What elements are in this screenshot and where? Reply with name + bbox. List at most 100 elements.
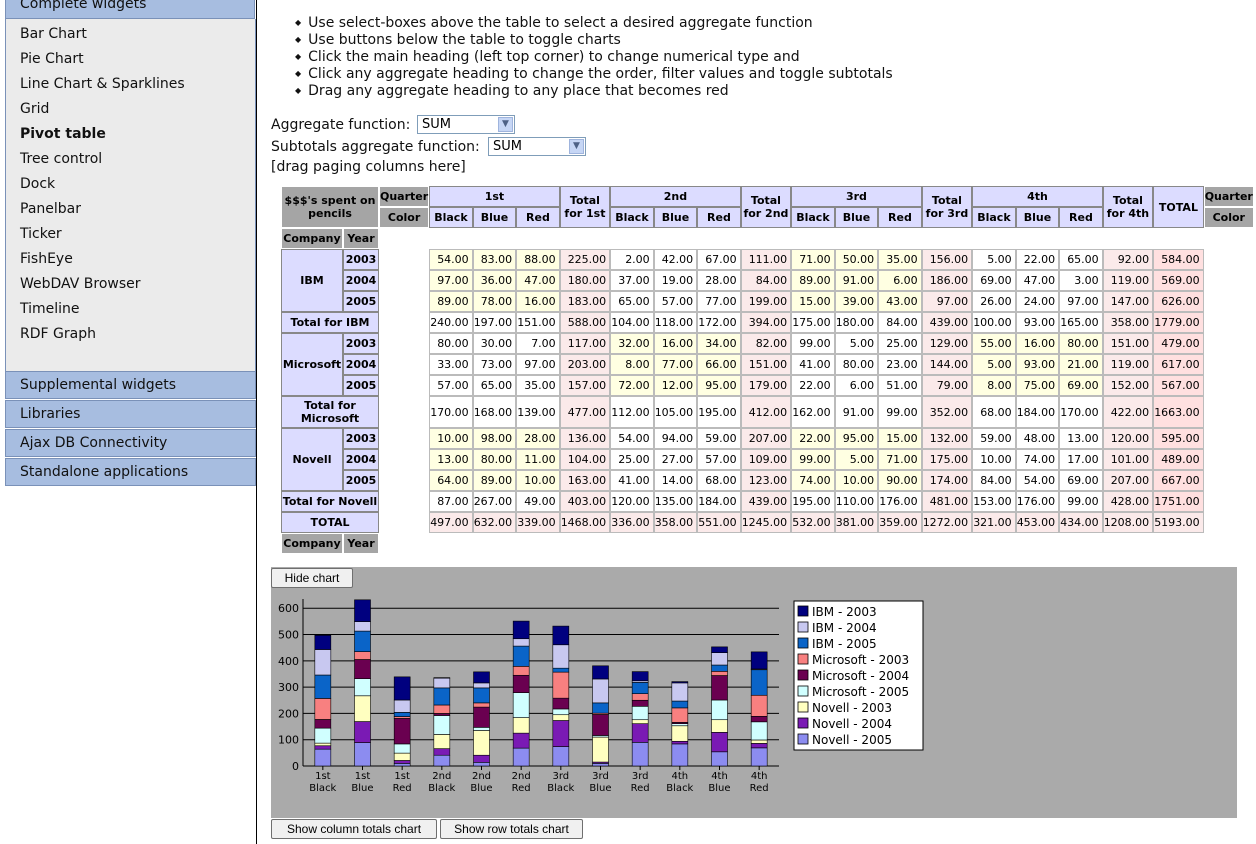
bar-segment bbox=[354, 599, 371, 622]
company-footer[interactable]: Company bbox=[281, 533, 343, 554]
bar-segment bbox=[354, 695, 371, 722]
company-label-novell[interactable]: Novell bbox=[281, 428, 343, 491]
year-label[interactable]: 2005 bbox=[343, 470, 379, 491]
subtotal-cell: 110.00 bbox=[834, 491, 879, 512]
sidebar-category-ajax-db[interactable]: Ajax DB Connectivity bbox=[5, 429, 256, 457]
data-cell: 175.00 bbox=[921, 449, 973, 470]
company-total-label[interactable]: Total for IBM bbox=[281, 312, 379, 333]
sidebar-item-dock[interactable]: Dock bbox=[20, 176, 56, 192]
quarter-1st-header[interactable]: 1st bbox=[429, 186, 560, 207]
quarter-total-header[interactable]: Total for 3rd bbox=[921, 186, 973, 228]
color-blue-header[interactable]: Blue bbox=[472, 207, 517, 228]
paging-drop-zone[interactable]: [drag paging columns here] bbox=[271, 159, 466, 175]
sidebar-item-bar-chart[interactable]: Bar Chart bbox=[20, 26, 87, 42]
chevron-down-icon[interactable]: ▼ bbox=[569, 139, 584, 154]
subtotal-cell: 162.00 bbox=[791, 396, 835, 428]
show-row-totals-button[interactable]: Show row totals chart bbox=[440, 819, 583, 839]
year-header[interactable]: Year bbox=[343, 228, 379, 249]
sidebar-item-timeline[interactable]: Timeline bbox=[20, 301, 80, 317]
year-label[interactable]: 2004 bbox=[343, 449, 379, 470]
subtotal-cell: 197.00 bbox=[472, 312, 517, 333]
bar-segment bbox=[473, 754, 490, 763]
subtotal-cell: 175.00 bbox=[791, 312, 835, 333]
color-red-header[interactable]: Red bbox=[516, 207, 560, 228]
quarter-total-header[interactable]: Total for 4th bbox=[1102, 186, 1154, 228]
sidebar-item-tree-control[interactable]: Tree control bbox=[20, 151, 103, 167]
color-red-header[interactable]: Red bbox=[878, 207, 922, 228]
sidebar-item-ticker[interactable]: Ticker bbox=[20, 226, 62, 242]
quarter-4th-header[interactable]: 4th bbox=[972, 186, 1103, 207]
company-total-label[interactable]: Total for Microsoft bbox=[281, 396, 379, 428]
color-black-header[interactable]: Black bbox=[429, 207, 473, 228]
table-row: TOTAL 497.00 632.00 339.00 1468.00 336.00 358.… bbox=[281, 512, 1254, 533]
quarter-3rd-header[interactable]: 3rd bbox=[791, 186, 922, 207]
quarter-total-header[interactable]: Total for 1st bbox=[559, 186, 611, 228]
grand-total-cell: 453.00 bbox=[1015, 512, 1060, 533]
chevron-down-icon[interactable]: ▼ bbox=[498, 117, 513, 132]
year-label[interactable]: 2003 bbox=[343, 428, 379, 449]
data-cell: 98.00 bbox=[472, 428, 517, 449]
hide-chart-button[interactable]: Hide chart bbox=[271, 568, 353, 588]
year-label[interactable]: 2005 bbox=[343, 375, 379, 396]
quarter-header[interactable]: Quarter bbox=[379, 186, 430, 207]
sidebar-category-complete-widgets[interactable]: Complete widgets bbox=[5, 0, 255, 19]
subtotal-cell: 87.00 bbox=[429, 491, 473, 512]
color-red-header[interactable]: Red bbox=[1059, 207, 1103, 228]
company-label-microsoft[interactable]: Microsoft bbox=[281, 333, 343, 396]
color-black-header[interactable]: Black bbox=[972, 207, 1016, 228]
company-header[interactable]: Company bbox=[281, 228, 343, 249]
sidebar-item-grid[interactable]: Grid bbox=[20, 101, 50, 117]
grand-total-cell: 358.00 bbox=[653, 512, 698, 533]
subtotal-cell: 184.00 bbox=[697, 491, 741, 512]
year-label[interactable]: 2003 bbox=[343, 249, 379, 270]
company-total-label[interactable]: Total for Novell bbox=[281, 491, 379, 512]
sidebar-item-rdf-graph[interactable]: RDF Graph bbox=[20, 326, 96, 342]
quarter-2nd-header[interactable]: 2nd bbox=[610, 186, 741, 207]
subtotals-aggregate-select[interactable]: SUM ▼ bbox=[488, 137, 586, 156]
color-blue-header[interactable]: Blue bbox=[834, 207, 879, 228]
quarter-header-right[interactable]: Quarter bbox=[1203, 186, 1254, 207]
sidebar-item-webdav-browser[interactable]: WebDAV Browser bbox=[20, 276, 141, 292]
color-blue-header[interactable]: Blue bbox=[653, 207, 698, 228]
color-blue-header[interactable]: Blue bbox=[1015, 207, 1060, 228]
company-label-ibm[interactable]: IBM bbox=[281, 249, 343, 312]
year-footer[interactable]: Year bbox=[343, 533, 379, 554]
color-black-header[interactable]: Black bbox=[791, 207, 835, 228]
bar-segment bbox=[433, 677, 451, 679]
sidebar-item-line-chart[interactable]: Line Chart & Sparklines bbox=[20, 76, 185, 92]
data-cell: 479.00 bbox=[1153, 333, 1204, 354]
quarter-total-header[interactable]: Total for 2nd bbox=[740, 186, 792, 228]
bar-segment bbox=[354, 621, 371, 632]
year-label[interactable]: 2004 bbox=[343, 270, 379, 291]
year-label[interactable]: 2004 bbox=[343, 354, 379, 375]
sidebar-category-libraries[interactable]: Libraries bbox=[5, 400, 256, 428]
grand-total-cell: 532.00 bbox=[791, 512, 835, 533]
y-tick-label: 100 bbox=[278, 734, 299, 747]
color-header-right[interactable]: Color bbox=[1203, 207, 1254, 228]
year-label[interactable]: 2005 bbox=[343, 291, 379, 312]
sidebar-category-standalone[interactable]: Standalone applications bbox=[5, 458, 256, 486]
color-black-header[interactable]: Black bbox=[610, 207, 654, 228]
data-cell: 180.00 bbox=[559, 270, 611, 291]
data-cell: 37.00 bbox=[610, 270, 654, 291]
pivot-corner-title[interactable]: $$$'s spent on pencils bbox=[281, 186, 379, 228]
color-red-header[interactable]: Red bbox=[697, 207, 741, 228]
sidebar-item-pie-chart[interactable]: Pie Chart bbox=[20, 51, 84, 67]
bar-segment bbox=[512, 620, 530, 640]
sidebar-item-fisheye[interactable]: FishEye bbox=[20, 251, 73, 267]
chart-panel: 0 100 200 300 400 500 600 1st Black 1st Blue 1st Red… bbox=[271, 567, 1237, 818]
grand-total-label[interactable]: TOTAL bbox=[281, 512, 379, 533]
sidebar-item-panelbar[interactable]: Panelbar bbox=[20, 201, 81, 217]
color-header[interactable]: Color bbox=[379, 207, 430, 228]
sidebar-item-pivot-table[interactable]: Pivot table bbox=[20, 126, 106, 142]
data-cell: 569.00 bbox=[1153, 270, 1204, 291]
year-label[interactable]: 2003 bbox=[343, 333, 379, 354]
aggregate-select[interactable]: SUM ▼ bbox=[417, 115, 515, 134]
legend-swatch bbox=[797, 669, 809, 681]
show-column-totals-button[interactable]: Show column totals chart bbox=[271, 819, 437, 839]
sidebar-category-supplemental-widgets[interactable]: Supplemental widgets bbox=[5, 371, 256, 399]
data-cell: 156.00 bbox=[921, 249, 973, 270]
legend-label: Microsoft - 2005 bbox=[812, 685, 909, 699]
grand-total-header[interactable]: TOTAL bbox=[1153, 186, 1204, 228]
table-row: 2005 89.00 78.00 16.00 183.00 65.00 57.00 77.00… bbox=[281, 291, 1254, 312]
